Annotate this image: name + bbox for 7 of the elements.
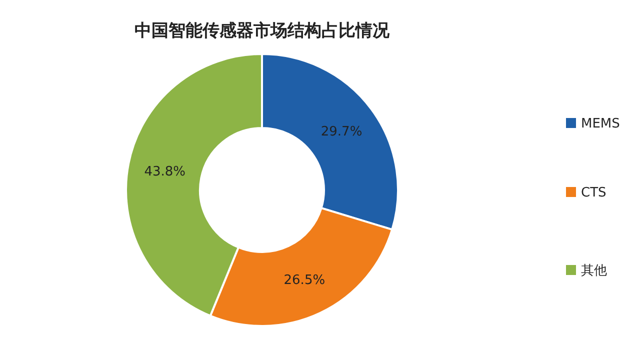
legend-label: MEMS bbox=[581, 116, 620, 132]
data-label: 26.5% bbox=[284, 272, 326, 288]
legend-label: CTS bbox=[581, 186, 606, 201]
data-label: 43.8% bbox=[144, 164, 186, 180]
chart-title: 中国智能传感器市场结构占比情况 bbox=[134, 21, 390, 41]
legend-label: 其他 bbox=[581, 264, 607, 279]
data-label: 29.7% bbox=[320, 124, 362, 140]
